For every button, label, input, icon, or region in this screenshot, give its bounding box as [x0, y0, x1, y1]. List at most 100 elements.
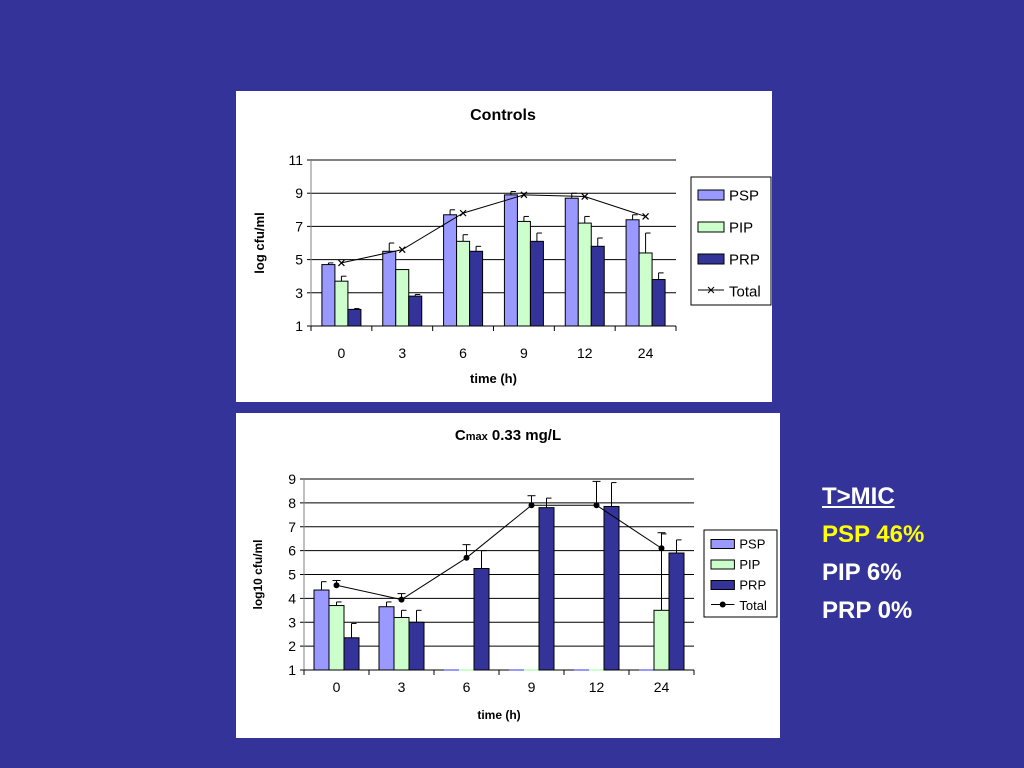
- y-tick-label: 6: [288, 543, 296, 559]
- y-tick-label: 3: [295, 285, 303, 301]
- line-total: [336, 504, 662, 601]
- y-tick-label: 7: [295, 218, 303, 234]
- point-total: [593, 502, 600, 509]
- point-total: [658, 545, 665, 552]
- y-tick-label: 5: [295, 252, 303, 268]
- x-tick-label: 0: [333, 679, 341, 695]
- y-tick-label: 8: [288, 495, 296, 511]
- bar-pip: [328, 605, 345, 671]
- legend-swatch-pip: [710, 559, 735, 570]
- bar-psp: [625, 219, 640, 327]
- y-axis-title: log10 cfu/ml: [251, 539, 265, 609]
- y-tick-label: 1: [295, 318, 303, 334]
- x-tick-label: 3: [398, 679, 406, 695]
- chart-title: Controls: [470, 107, 536, 124]
- y-tick-label: 9: [288, 471, 296, 487]
- point-total: [333, 582, 340, 589]
- point-total: [398, 596, 405, 603]
- chart-title: Cmax 0.33 mg/L: [455, 427, 561, 444]
- legend-marker-total: [707, 286, 715, 294]
- bar-prp: [408, 295, 423, 327]
- bar-prp: [590, 245, 605, 327]
- bar-pip: [577, 222, 592, 327]
- y-tick-label: 11: [288, 152, 303, 168]
- x-axis-title: time (h): [477, 708, 520, 722]
- y-tick-label: 7: [288, 519, 296, 535]
- point-total: [528, 502, 535, 509]
- x-tick-label: 24: [638, 345, 654, 361]
- legend-marker-total: [719, 601, 726, 608]
- legend-label-psp: PSP: [729, 188, 759, 205]
- legend-swatch-psp: [710, 539, 735, 549]
- bar-prp: [668, 552, 685, 671]
- x-tick-label: 24: [654, 679, 670, 695]
- x-tick-label: 12: [577, 345, 593, 361]
- point-total: [581, 193, 589, 200]
- bar-prp: [347, 308, 362, 327]
- chart-controls: Controls 1 3 5 7 9 11 0 3 6 9 12 24 time (h) log cfu/m…: [252, 107, 772, 386]
- bar-prp: [529, 240, 544, 327]
- chart-panel-cmax: Cmax 0.33 mg/L 1 2 3 4 5 6 7 8 9 0 3 6 9 12 24 time (h) l…: [236, 413, 780, 738]
- y-tick-label: 1: [288, 662, 296, 678]
- legend-label-pip: PIP: [739, 557, 760, 572]
- bar-prp: [603, 505, 620, 671]
- y-tick-label: 2: [288, 638, 296, 654]
- bar-psp: [313, 589, 330, 671]
- x-tick-label: 9: [528, 679, 536, 695]
- tmic-summary: T>MIC PSP 46% PIP 6% PRP 0%: [822, 478, 924, 630]
- bar-prp: [469, 250, 484, 327]
- bar-prp: [473, 568, 490, 671]
- point-total: [459, 209, 467, 217]
- bar-psp: [382, 250, 397, 327]
- x-tick-label: 9: [520, 345, 528, 361]
- legend-swatch-pip: [697, 221, 725, 233]
- y-tick-label: 3: [288, 614, 296, 630]
- bar-pip: [516, 220, 531, 327]
- point-total: [463, 554, 470, 561]
- y-axis-title: log cfu/ml: [252, 212, 267, 273]
- legend-swatch-prp: [697, 253, 725, 265]
- legend-label-total: Total: [729, 284, 761, 301]
- bar-pip: [395, 269, 410, 327]
- x-tick-label: 0: [338, 345, 346, 361]
- legend-label-pip: PIP: [729, 220, 753, 237]
- point-total: [337, 259, 345, 267]
- point-total: [398, 246, 406, 254]
- x-tick-label: 12: [589, 679, 605, 695]
- x-tick-label: 6: [463, 679, 471, 695]
- bar-prp: [538, 507, 555, 671]
- line-total: [341, 194, 646, 264]
- bar-psp: [503, 194, 518, 327]
- legend-label-psp: PSP: [739, 537, 765, 552]
- x-tick-label: 6: [459, 345, 467, 361]
- bar-psp: [443, 214, 458, 327]
- legend-swatch-psp: [697, 189, 725, 201]
- bar-pip: [653, 609, 670, 671]
- bar-psp: [321, 264, 336, 327]
- point-total: [642, 213, 650, 220]
- legend-label-prp: PRP: [739, 578, 766, 593]
- chart-panel-controls: Controls 1 3 5 7 9 11 0 3 6 9 12 24 time (h) log cfu/m…: [236, 91, 772, 402]
- bar-psp: [378, 606, 395, 671]
- point-total: [520, 191, 528, 199]
- tmic-heading: T>MIC: [822, 483, 895, 510]
- y-tick-label: 4: [288, 590, 296, 606]
- bar-prp: [408, 621, 425, 671]
- bar-pip: [334, 280, 349, 327]
- bar-psp: [564, 197, 579, 327]
- x-axis-title: time (h): [470, 371, 517, 386]
- tmic-prp: PRP 0%: [822, 597, 913, 624]
- tmic-pip: PIP 6%: [822, 559, 902, 586]
- bar-pip: [456, 240, 471, 327]
- bar-prp: [651, 279, 666, 327]
- y-tick-label: 9: [295, 185, 303, 201]
- bar-prp: [343, 637, 360, 671]
- bar-pip: [393, 616, 410, 671]
- y-tick-label: 5: [288, 567, 296, 583]
- legend-label-total: Total: [739, 598, 767, 613]
- legend-label-prp: PRP: [729, 252, 760, 269]
- x-tick-label: 3: [398, 345, 406, 361]
- tmic-psp: PSP 46%: [822, 521, 925, 548]
- bar-pip: [638, 252, 653, 327]
